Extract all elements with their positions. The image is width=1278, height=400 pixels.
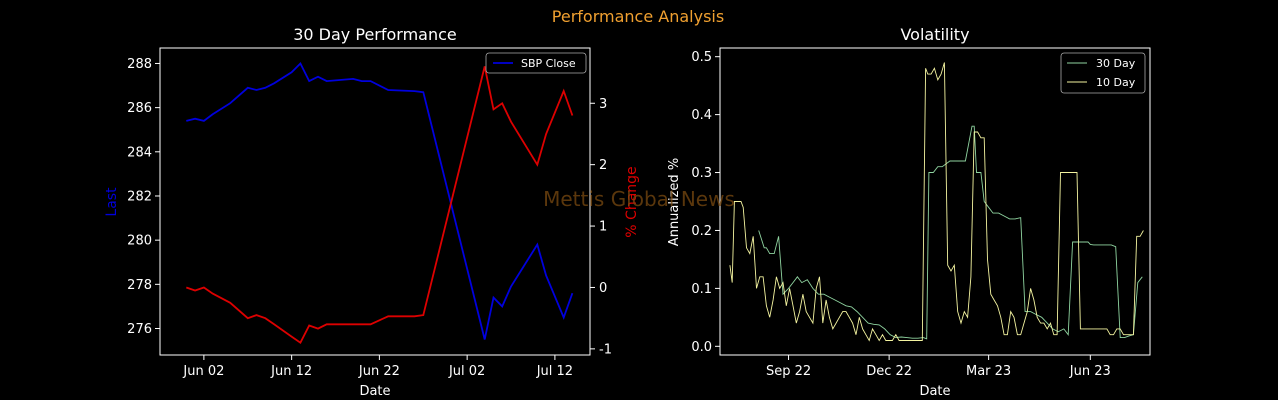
volatility-chart-title: Volatility [900, 25, 969, 44]
last-axis-tick-label: 276 [127, 322, 152, 337]
performance-chart-title: 30 Day Performance [293, 25, 457, 44]
volatility-x-tick-label: Dec 22 [866, 364, 912, 379]
vol-10-day-line [729, 62, 1144, 342]
volatility-x-tick-label: Mar 23 [966, 364, 1011, 379]
pct-change-axis-tick-label: -1 [599, 342, 612, 357]
watermark: Mettis Global News [543, 187, 735, 211]
performance-plot-area [159, 47, 591, 356]
annualized-axis-tick-label: 0.5 [691, 50, 712, 65]
performance-x-tick-label: Jul 02 [448, 364, 485, 379]
sbp-close-line [186, 61, 574, 340]
volatility-x-tick-label: Sep 22 [766, 364, 811, 379]
annualized-axis-tick-label: 0.3 [691, 166, 712, 181]
last-axis-tick-label: 278 [127, 278, 152, 293]
pct-change-axis-tick-label: 1 [599, 220, 607, 235]
last-axis-tick-label: 280 [127, 234, 152, 249]
volatility-x-axis-label: Date [919, 384, 950, 399]
pct-change-line [186, 66, 574, 345]
pct-change-axis-tick-label: 3 [599, 97, 607, 112]
performance-x-axis-label: Date [359, 384, 390, 399]
last-axis-tick-label: 282 [127, 189, 152, 204]
volatility-chart: Volatility Sep 22 Dec 22 Mar 23 Jun 23 0.0 0… [667, 25, 1151, 399]
pct-change-axis-tick-label: 2 [599, 158, 607, 173]
performance-legend: SBP Close [485, 52, 587, 74]
pct-change-axis-tick-label: 0 [599, 281, 607, 296]
annualized-axis-tick-label: 0.2 [691, 224, 712, 239]
vol-10-day-legend-label: 10 Day [1096, 76, 1136, 89]
performance-x-tick-label: Jun 22 [358, 364, 400, 379]
performance-chart: 30 Day Performance Jun 02 Jun 12 Jun 22 Jul… [104, 25, 640, 399]
last-axis-tick-label: 288 [127, 57, 152, 72]
volatility-plot-area [719, 47, 1151, 356]
annualized-axis-tick-label: 0.4 [691, 108, 712, 123]
vol-30-day-legend-label: 30 Day [1096, 57, 1136, 70]
vol-30-day-line [758, 125, 1143, 340]
sbp-close-legend-label: SBP Close [521, 57, 576, 70]
last-axis-tick-label: 286 [127, 101, 152, 116]
volatility-x-tick-label: Jun 23 [1069, 364, 1111, 379]
last-axis-label: Last [104, 187, 120, 217]
figure-suptitle: Performance Analysis [552, 7, 724, 26]
performance-x-tick-label: Jul 12 [536, 364, 573, 379]
performance-x-tick-label: Jun 12 [270, 364, 312, 379]
annualized-axis-label: Annualized % [667, 158, 682, 246]
volatility-legend: 30 Day 10 Day [1060, 52, 1146, 94]
pct-change-axis-label: % Change [624, 166, 640, 237]
annualized-axis-tick-label: 0.0 [691, 340, 712, 355]
annualized-axis-tick-label: 0.1 [691, 282, 712, 297]
performance-x-tick-label: Jun 02 [182, 364, 224, 379]
last-axis-tick-label: 284 [127, 145, 152, 160]
